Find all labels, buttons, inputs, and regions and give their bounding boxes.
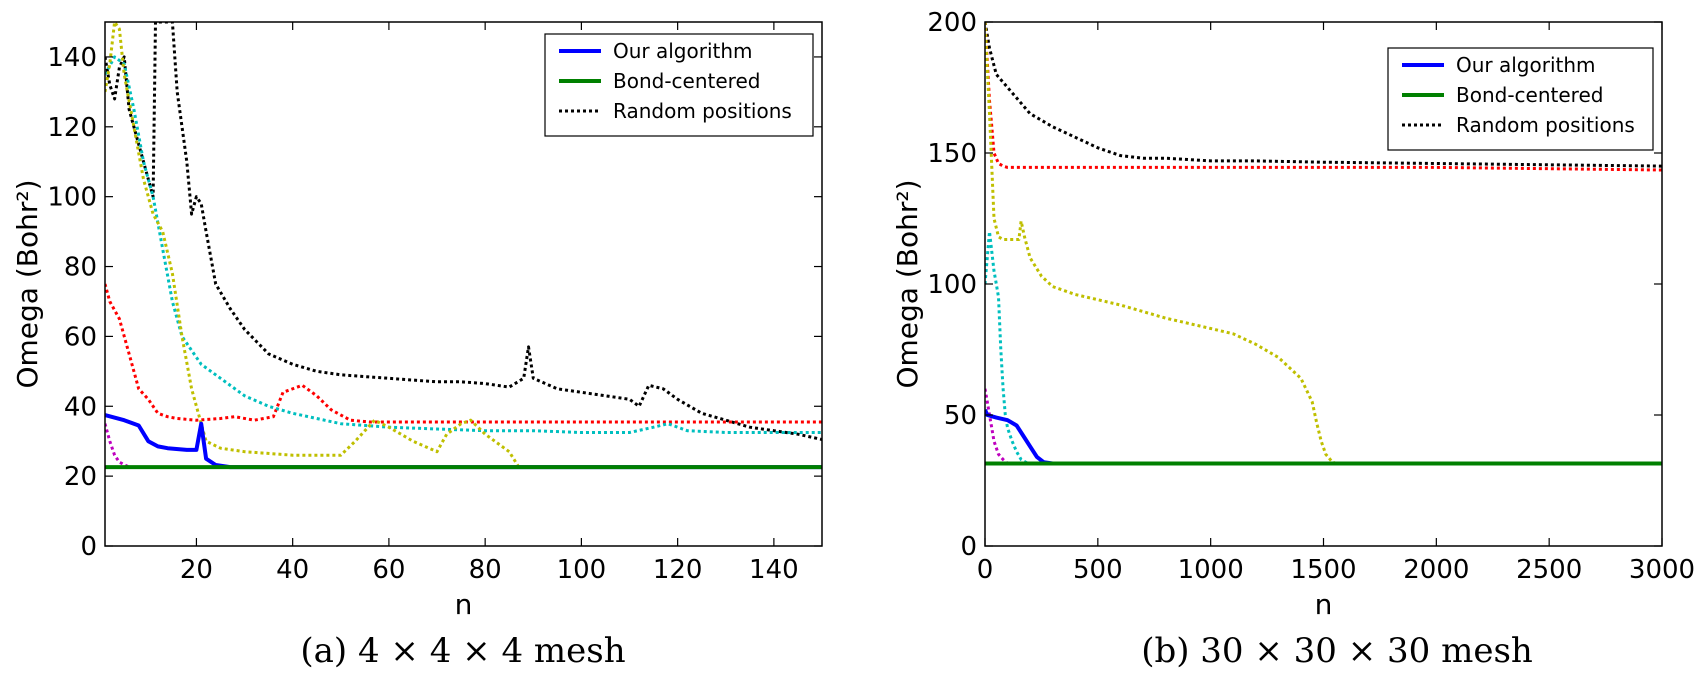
y-tick-label: 0 — [960, 532, 977, 562]
series-line-6 — [985, 388, 1662, 465]
plot-frame — [104, 21, 823, 547]
series-group — [105, 22, 822, 470]
y-tick-label: 80 — [64, 253, 97, 283]
series-line-5 — [105, 22, 822, 469]
panel-caption: (a) 4 × 4 × 4 mesh — [300, 631, 625, 671]
y-tick-label: 20 — [64, 462, 97, 492]
x-tick-label: 0 — [977, 555, 994, 585]
y-tick-label: 100 — [47, 183, 97, 213]
x-axis-label: n — [455, 588, 473, 621]
x-tick-label: 500 — [1073, 555, 1123, 585]
panel-a: 20 40 60 80 100 120 140 0 20 40 60 80 100 120 140 n Omeg… — [11, 21, 823, 671]
y-tick-label: 120 — [47, 113, 97, 143]
series-line-6 — [105, 423, 822, 469]
y-tick-label: 200 — [927, 8, 977, 38]
y-tick-label: 0 — [80, 532, 97, 562]
x-tick-label: 1000 — [1178, 555, 1244, 585]
y-tick-label: 60 — [64, 322, 97, 352]
series-line-4 — [985, 230, 1662, 465]
y-tick-label: 100 — [927, 270, 977, 300]
series-group — [985, 22, 1662, 466]
panel-caption: (b) 30 × 30 × 30 mesh — [1141, 631, 1533, 671]
series-line-3 — [985, 22, 1662, 172]
x-axis-label: n — [1315, 588, 1333, 621]
x-tick-label: 2000 — [1403, 555, 1469, 585]
y-tick-label: 50 — [944, 401, 977, 431]
x-tick-label: 140 — [749, 555, 799, 585]
y-axis-label: Omega (Bohr²) — [11, 179, 44, 388]
legend-box — [544, 33, 814, 137]
x-tick-label: 100 — [557, 555, 607, 585]
y-tick-label: 140 — [47, 43, 97, 73]
x-tick-label: 80 — [469, 555, 502, 585]
legend: Our algorithm Bond-centered Random positio… — [544, 33, 814, 137]
y-axis-label: Omega (Bohr²) — [891, 179, 924, 388]
legend: Our algorithm Bond-centered Random positio… — [1387, 47, 1654, 151]
series-line-3 — [105, 283, 822, 424]
legend-label: Bond-centered — [1456, 83, 1603, 107]
y-tick-label: 40 — [64, 392, 97, 422]
series-line-5 — [985, 22, 1662, 465]
panel-b: 0 500 1000 1500 2000 2500 3000 0 50 100 150 200 n Ome… — [891, 8, 1695, 671]
x-tick-label: 20 — [180, 555, 213, 585]
x-tick-label: 40 — [276, 555, 309, 585]
x-tick-label: 1500 — [1290, 555, 1356, 585]
series-line-2 — [985, 22, 1662, 168]
legend-label: Random positions — [613, 99, 792, 123]
legend-label: Our algorithm — [1456, 53, 1596, 77]
y-tick-label: 150 — [927, 139, 977, 169]
x-tick-label: 3000 — [1629, 555, 1695, 585]
legend-label: Random positions — [1456, 113, 1635, 137]
legend-label: Our algorithm — [613, 39, 753, 63]
legend-label: Bond-centered — [613, 69, 760, 93]
x-tick-label: 2500 — [1516, 555, 1582, 585]
series-line-0 — [985, 408, 1662, 466]
series-line-0 — [105, 413, 822, 470]
x-tick-label: 60 — [372, 555, 405, 585]
x-tick-label: 120 — [653, 555, 703, 585]
